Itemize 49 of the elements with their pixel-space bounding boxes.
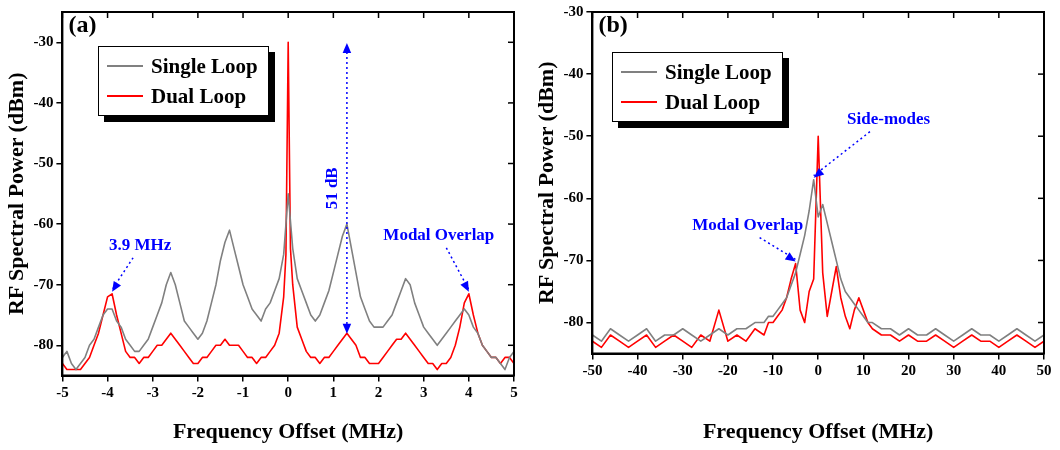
- x-tick-label: 5: [510, 384, 518, 401]
- y-tick-label: -60: [563, 189, 584, 206]
- y-tick-label: -70: [563, 251, 584, 268]
- x-tick-label: -40: [627, 362, 648, 379]
- x-tick-label: -3: [146, 384, 159, 401]
- x-tick-label: -5: [56, 384, 69, 401]
- x-tick-label: 50: [1036, 362, 1052, 379]
- y-tick-label: -30: [563, 2, 584, 19]
- x-tick-label: 3: [419, 384, 428, 401]
- y-tick-label: -50: [33, 154, 54, 171]
- y-tick-label: -80: [563, 313, 584, 330]
- annotation: Side-modes: [847, 109, 931, 129]
- annotation: Modal Overlap: [383, 225, 495, 245]
- x-tick-label: 10: [855, 362, 871, 379]
- x-tick-label: -10: [763, 362, 784, 379]
- x-tick-label: -50: [582, 362, 603, 379]
- x-tick-label: 2: [374, 384, 383, 401]
- x-axis-title: Frequency Offset (MHz): [702, 418, 934, 444]
- annotation: 51 dB: [322, 167, 342, 210]
- legend-label: Dual Loop: [665, 89, 761, 116]
- y-tick-label: -80: [33, 336, 54, 353]
- y-tick-label: -40: [563, 64, 584, 81]
- x-axis-title: Frequency Offset (MHz): [172, 418, 404, 444]
- annotation: Modal Overlap: [692, 214, 804, 234]
- legend-label: Dual Loop: [151, 83, 247, 110]
- y-axis-title: RF Spectral Power (dBm): [2, 72, 28, 316]
- chart-title: (b): [598, 11, 628, 38]
- y-tick-label: -50: [563, 127, 584, 144]
- x-tick-label: 1: [329, 384, 338, 401]
- x-tick-label: -1: [236, 384, 250, 401]
- y-axis-title: RF Spectral Power (dBm): [532, 61, 558, 305]
- y-tick-label: -40: [33, 93, 54, 110]
- annotation: 3.9 MHz: [108, 235, 172, 255]
- y-tick-label: -70: [33, 275, 54, 292]
- x-tick-label: 0: [284, 384, 292, 401]
- x-tick-label: -30: [672, 362, 693, 379]
- x-tick-label: -4: [101, 384, 115, 401]
- x-tick-label: -2: [191, 384, 205, 401]
- legend-label: Single Loop: [665, 59, 772, 86]
- x-tick-label: 40: [991, 362, 1007, 379]
- x-tick-label: 4: [465, 384, 474, 401]
- x-tick-label: -20: [717, 362, 738, 379]
- x-tick-label: 30: [946, 362, 962, 379]
- y-tick-label: -60: [33, 214, 54, 231]
- x-tick-label: 0: [814, 362, 822, 379]
- y-tick-label: -30: [33, 33, 54, 50]
- x-tick-label: 20: [901, 362, 917, 379]
- legend-label: Single Loop: [151, 53, 258, 80]
- chart-title: (a): [68, 11, 97, 38]
